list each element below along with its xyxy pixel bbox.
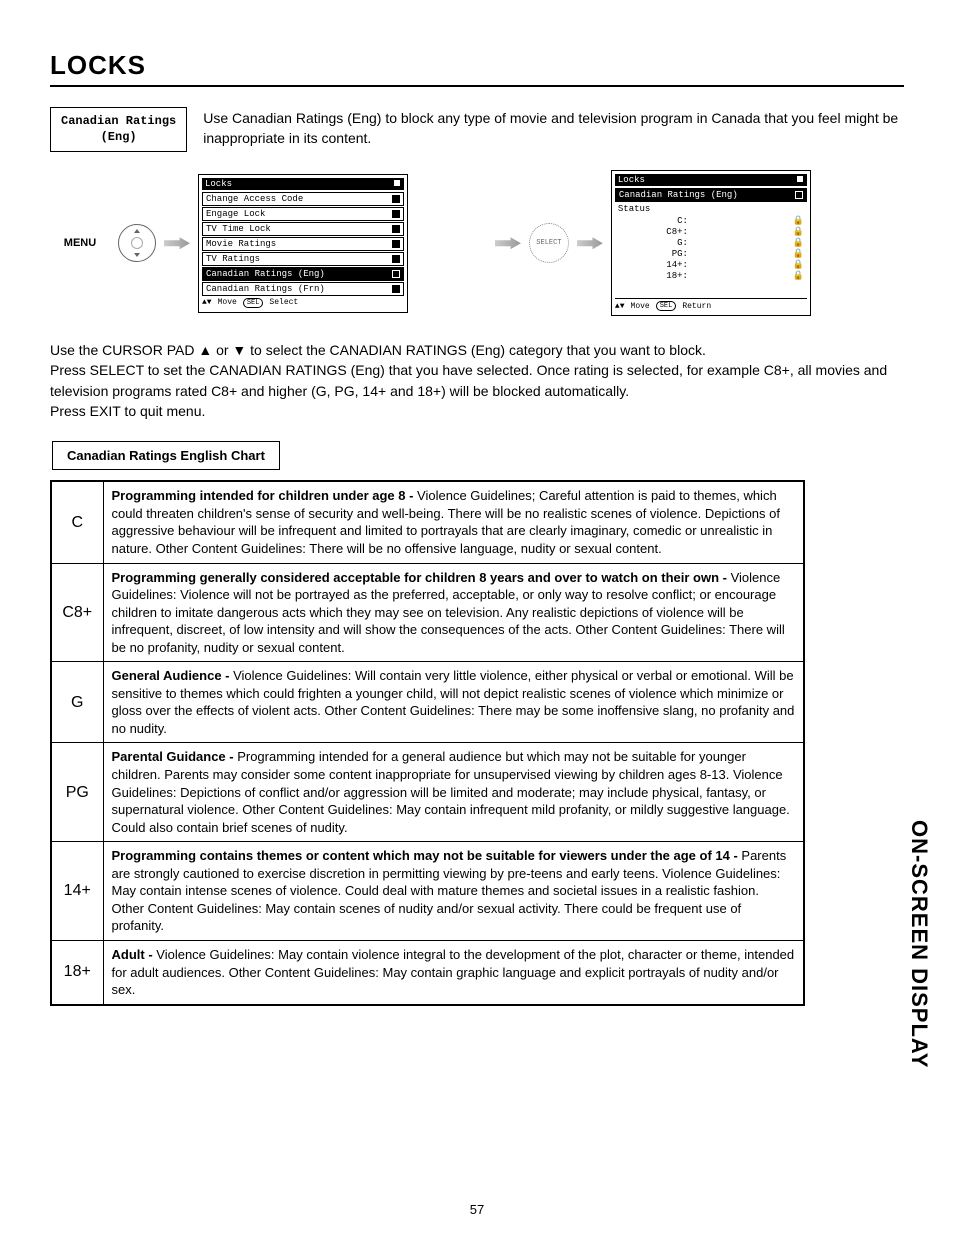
page-title: LOCKS: [50, 50, 904, 87]
status-row: C:🔒: [618, 216, 804, 226]
osd-menu-item: Change Access Code: [202, 192, 404, 206]
arrow-icon: [577, 237, 603, 249]
osd-ratings-menu: Locks Canadian Ratings (Eng) Status C:🔒C…: [611, 170, 811, 316]
table-row: GGeneral Audience - Violence Guidelines:…: [51, 662, 804, 743]
section-sidebar: ON-SCREEN DISPLAY: [906, 820, 932, 1068]
instruction-line-1: Use the CURSOR PAD ▲ or ▼ to select the …: [50, 340, 904, 360]
osd2-footer: ▲▼ Move SEL Return: [615, 298, 807, 311]
rating-code: C: [51, 481, 103, 563]
rating-code: PG: [51, 743, 103, 842]
table-row: 14+Programming contains themes or conten…: [51, 842, 804, 941]
rating-description: Parental Guidance - Programming intended…: [103, 743, 804, 842]
osd-menu-item: Canadian Ratings (Eng): [202, 267, 404, 281]
osd2-footer-move: Move: [631, 302, 650, 311]
status-row: C8+:🔒: [618, 227, 804, 237]
osd-locks-menu: Locks Change Access CodeEngage LockTV Ti…: [198, 174, 408, 313]
osd-menu-item: Canadian Ratings (Frn): [202, 282, 404, 296]
chart-label: Canadian Ratings English Chart: [52, 441, 280, 470]
feature-box: Canadian Ratings (Eng): [50, 107, 187, 152]
osd-menu-item: Movie Ratings: [202, 237, 404, 251]
rating-code: 18+: [51, 940, 103, 1004]
table-row: CProgramming intended for children under…: [51, 481, 804, 563]
page-number: 57: [0, 1202, 954, 1217]
rating-code: C8+: [51, 563, 103, 662]
screens-row: MENU Locks Change Access CodeEngage Lock…: [50, 170, 904, 316]
rating-description: General Audience - Violence Guidelines: …: [103, 662, 804, 743]
osd-footer-select: Select: [269, 298, 298, 307]
intro-text: Use Canadian Ratings (Eng) to block any …: [203, 107, 904, 152]
osd-footer: ▲▼ Move SEL Select: [202, 298, 404, 308]
osd-menu-item: TV Ratings: [202, 252, 404, 266]
osd2-footer-return: Return: [682, 302, 711, 311]
osd-menu-item: TV Time Lock: [202, 222, 404, 236]
osd2-title-text: Locks: [618, 175, 645, 185]
osd-title-text: Locks: [205, 179, 232, 189]
osd-title: Locks: [202, 178, 404, 190]
osd2-title: Locks: [615, 174, 807, 186]
status-row: G:🔒: [618, 238, 804, 248]
instruction-line-3: Press EXIT to quit menu.: [50, 401, 904, 421]
arrow-icon: [164, 237, 190, 249]
rating-code: 14+: [51, 842, 103, 941]
intro-row: Canadian Ratings (Eng) Use Canadian Rati…: [50, 107, 904, 152]
status-row: 18+:🔒: [618, 271, 804, 281]
feature-box-line1: Canadian Ratings: [61, 114, 176, 128]
osd-menu-item: Engage Lock: [202, 207, 404, 221]
osd2-subtitle: Canadian Ratings (Eng): [615, 188, 807, 202]
status-label: Status: [612, 203, 810, 215]
rating-description: Programming intended for children under …: [103, 481, 804, 563]
menu-label: MENU: [50, 237, 110, 249]
rating-description: Programming generally considered accepta…: [103, 563, 804, 662]
cursor-pad-icon: [118, 224, 156, 262]
rating-description: Adult - Violence Guidelines: May contain…: [103, 940, 804, 1004]
table-row: PGParental Guidance - Programming intend…: [51, 743, 804, 842]
feature-box-line2: (Eng): [101, 130, 137, 144]
status-row: PG:🔒: [618, 249, 804, 259]
ratings-table: CProgramming intended for children under…: [50, 480, 805, 1005]
osd-footer-move: Move: [218, 298, 237, 307]
rating-code: G: [51, 662, 103, 743]
select-button-icon: SELECT: [529, 223, 569, 263]
rating-description: Programming contains themes or content w…: [103, 842, 804, 941]
instruction-line-2: Press SELECT to set the CANADIAN RATINGS…: [50, 360, 904, 401]
status-row: 14+:🔒: [618, 260, 804, 270]
arrow-icon: [495, 237, 521, 249]
table-row: 18+Adult - Violence Guidelines: May cont…: [51, 940, 804, 1004]
table-row: C8+Programming generally considered acce…: [51, 563, 804, 662]
instructions: Use the CURSOR PAD ▲ or ▼ to select the …: [50, 340, 904, 421]
